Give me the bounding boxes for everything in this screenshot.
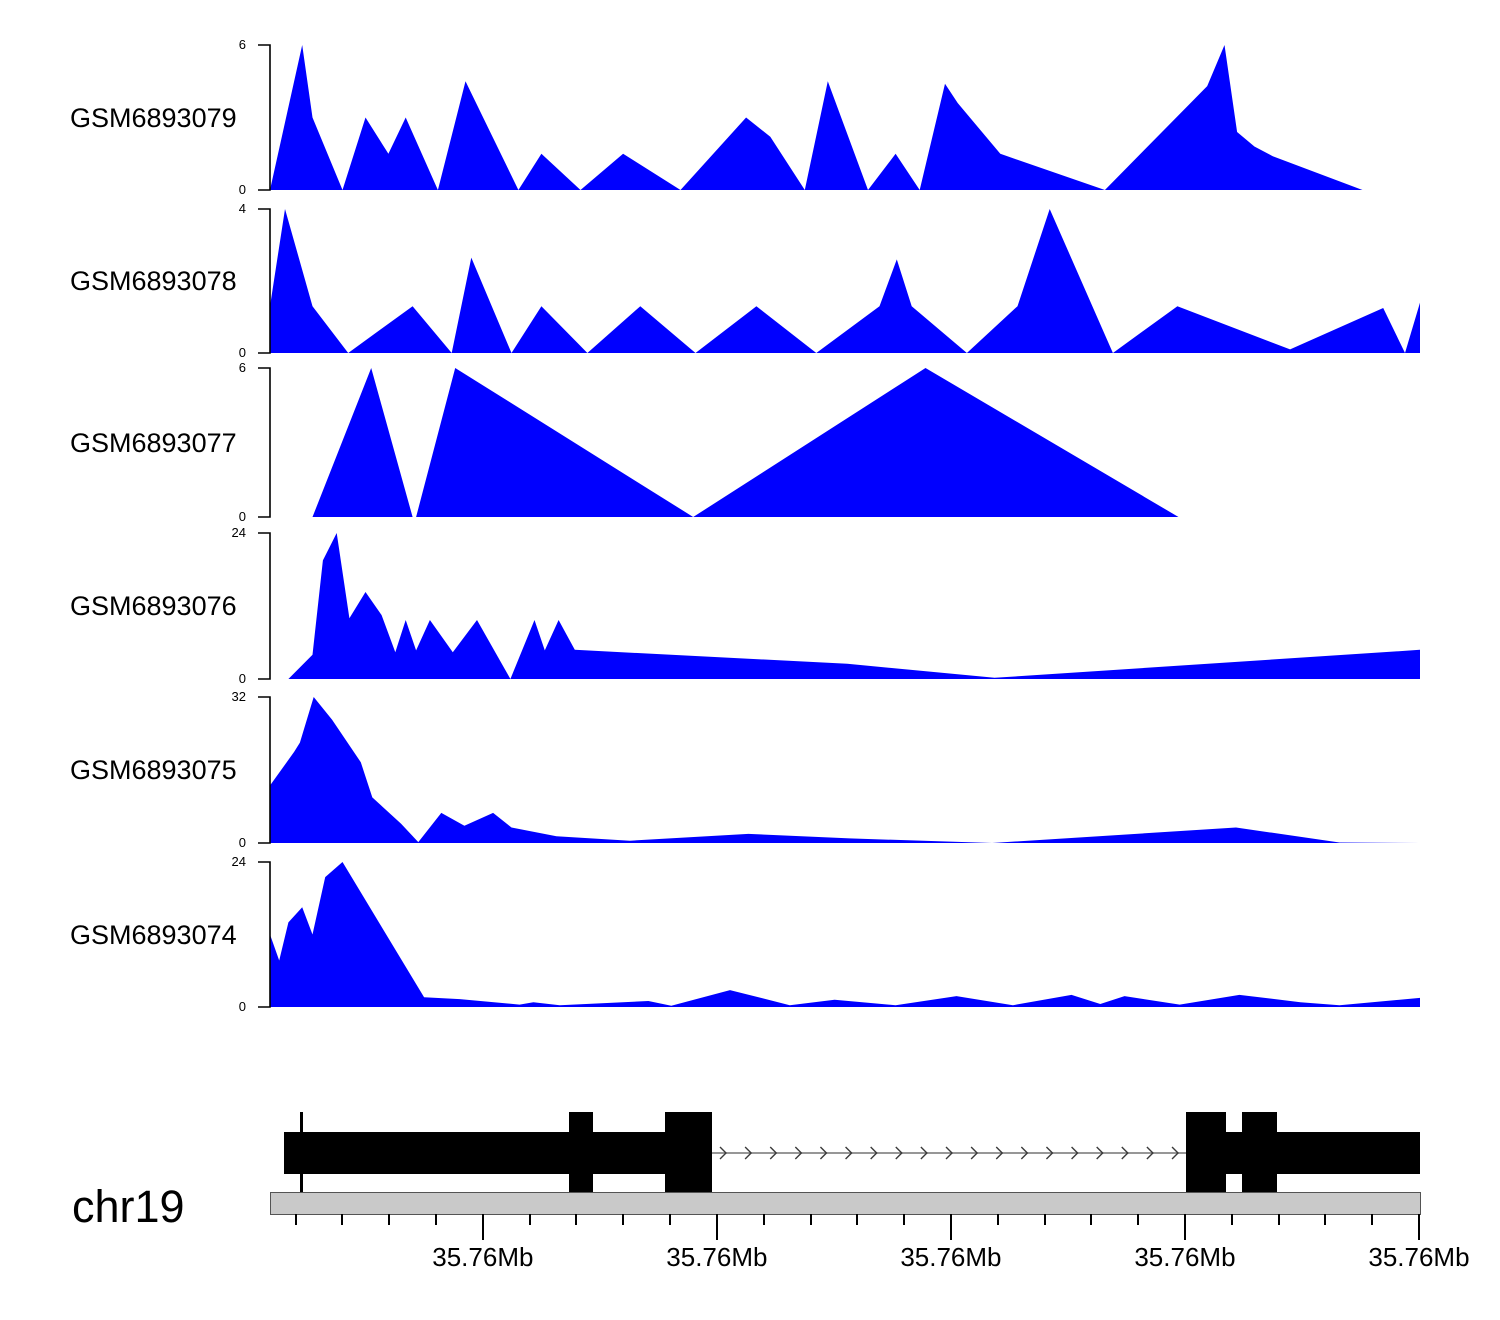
y-axis-bracket bbox=[258, 208, 271, 354]
track-label: GSM6893078 bbox=[70, 266, 237, 296]
gene-exon bbox=[1225, 1132, 1242, 1174]
y-axis-max-label: 24 bbox=[231, 854, 246, 869]
axis-minor-tick bbox=[856, 1214, 859, 1225]
coverage-area bbox=[270, 862, 1420, 1007]
axis-minor-tick bbox=[809, 1214, 812, 1225]
coverage-area bbox=[270, 697, 1420, 843]
track-area-chart bbox=[258, 696, 1420, 844]
y-axis-max-label: 32 bbox=[231, 689, 246, 704]
track-area-chart bbox=[258, 208, 1420, 354]
y-axis-zero-label: 0 bbox=[238, 671, 246, 686]
axis-major-tick bbox=[1183, 1214, 1186, 1240]
axis-minor-tick bbox=[1137, 1214, 1140, 1225]
strand-arrow-icon bbox=[970, 1146, 979, 1160]
axis-minor-tick bbox=[528, 1214, 531, 1225]
axis-minor-tick bbox=[622, 1214, 625, 1225]
gene-exon bbox=[665, 1112, 712, 1194]
strand-arrow-icon bbox=[819, 1146, 828, 1160]
track-label: GSM6893077 bbox=[70, 427, 237, 458]
strand-arrow-icon bbox=[1171, 1146, 1179, 1160]
strand-arrow-icon bbox=[719, 1146, 727, 1160]
gene-exon bbox=[1277, 1132, 1420, 1174]
track-label: GSM6893076 bbox=[70, 591, 237, 621]
coverage-area bbox=[270, 533, 1420, 679]
y-axis-max-label: 6 bbox=[238, 360, 246, 375]
strand-arrow-icon bbox=[1045, 1146, 1054, 1160]
gene-exon bbox=[284, 1132, 571, 1174]
y-axis-zero-label: 0 bbox=[238, 509, 246, 524]
axis-major-tick bbox=[949, 1214, 952, 1240]
y-axis-bracket bbox=[258, 367, 271, 518]
axis-tick-label: 35.76Mb bbox=[1368, 1242, 1470, 1272]
coverage-area bbox=[270, 368, 1420, 517]
strand-arrow-icon bbox=[870, 1146, 878, 1160]
axis-minor-tick bbox=[903, 1214, 906, 1225]
strand-arrow-icon bbox=[995, 1146, 1004, 1160]
axis-tick-label: 35.76Mb bbox=[432, 1242, 534, 1272]
y-axis-max-label: 24 bbox=[231, 525, 246, 540]
axis-major-tick bbox=[1417, 1214, 1420, 1240]
gene-position-tick bbox=[300, 1112, 303, 1194]
strand-arrow-icon bbox=[920, 1146, 928, 1160]
axis-minor-tick bbox=[762, 1214, 765, 1225]
axis-minor-tick bbox=[341, 1214, 344, 1225]
axis-tick-label: 35.76Mb bbox=[666, 1242, 768, 1272]
strand-arrow-icon bbox=[1096, 1146, 1104, 1160]
strand-arrow-icon bbox=[895, 1146, 903, 1160]
intron-arrow-line bbox=[711, 1146, 1186, 1160]
strand-arrow-icon bbox=[744, 1146, 753, 1160]
axis-minor-tick bbox=[1324, 1214, 1327, 1225]
gene-exon bbox=[569, 1112, 594, 1194]
y-axis-bracket bbox=[258, 696, 271, 844]
axis-minor-tick bbox=[996, 1214, 999, 1225]
axis-tick-label: 35.76Mb bbox=[900, 1242, 1002, 1272]
chromosome-label: chr19 bbox=[72, 1181, 185, 1232]
y-axis-zero-label: 0 bbox=[238, 999, 246, 1014]
strand-arrow-icon bbox=[1020, 1146, 1029, 1160]
gene-exon bbox=[1185, 1112, 1226, 1194]
track-area-chart bbox=[258, 532, 1420, 680]
axis-minor-tick bbox=[1230, 1214, 1233, 1225]
axis-minor-tick bbox=[388, 1214, 391, 1225]
strand-arrow-icon bbox=[945, 1146, 953, 1160]
strand-arrow-icon bbox=[845, 1146, 853, 1160]
track-label: GSM6893074 bbox=[70, 919, 237, 950]
track-area-chart bbox=[258, 44, 1420, 191]
y-axis-max-label: 6 bbox=[238, 37, 246, 52]
axis-minor-tick bbox=[1043, 1214, 1046, 1225]
strand-arrow-icon bbox=[1121, 1146, 1129, 1160]
track-area-chart bbox=[258, 861, 1420, 1008]
strand-arrow-icon bbox=[794, 1146, 803, 1160]
gene-exon bbox=[593, 1132, 666, 1174]
axis-minor-tick bbox=[1277, 1214, 1280, 1225]
track-label: GSM6893075 bbox=[70, 755, 237, 785]
axis-tick-label: 35.76Mb bbox=[1134, 1242, 1236, 1272]
axis-minor-tick bbox=[294, 1214, 297, 1225]
axis-minor-tick bbox=[435, 1214, 438, 1225]
axis-minor-tick bbox=[1371, 1214, 1374, 1225]
gene-exon bbox=[1241, 1112, 1278, 1194]
track-area-chart bbox=[258, 367, 1420, 518]
genome-axis-bar bbox=[270, 1192, 1421, 1215]
y-axis-zero-label: 0 bbox=[238, 345, 246, 360]
y-axis-bracket bbox=[258, 44, 271, 191]
axis-major-tick bbox=[481, 1214, 484, 1240]
y-axis-zero-label: 0 bbox=[238, 182, 246, 197]
axis-minor-tick bbox=[669, 1214, 672, 1225]
track-label: GSM6893079 bbox=[70, 102, 237, 133]
strand-arrow-icon bbox=[1071, 1146, 1079, 1160]
coverage-area bbox=[270, 45, 1420, 190]
axis-minor-tick bbox=[575, 1214, 578, 1225]
axis-major-tick bbox=[715, 1214, 718, 1240]
strand-arrow-icon bbox=[769, 1146, 778, 1160]
y-axis-bracket bbox=[258, 532, 271, 680]
y-axis-bracket bbox=[258, 861, 271, 1008]
y-axis-zero-label: 0 bbox=[238, 835, 246, 850]
axis-minor-tick bbox=[1090, 1214, 1093, 1225]
y-axis-max-label: 4 bbox=[238, 201, 246, 216]
strand-arrow-icon bbox=[1146, 1146, 1154, 1160]
coverage-area bbox=[270, 209, 1420, 353]
